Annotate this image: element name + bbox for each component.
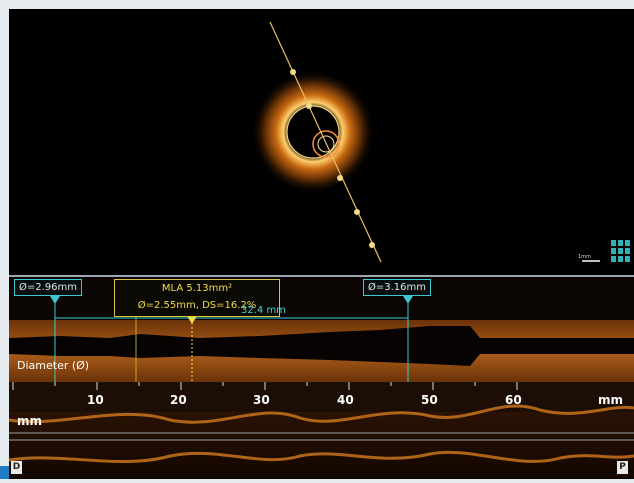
catheter-inner-ring xyxy=(317,135,335,153)
guide-dot xyxy=(337,175,343,181)
grid-cell xyxy=(625,240,630,246)
proximal-marker-icon[interactable] xyxy=(50,296,60,304)
axis-ticks xyxy=(12,382,518,390)
mla-marker-icon[interactable] xyxy=(187,316,197,324)
grid-cell xyxy=(625,248,630,254)
axis-tick-20: 20 xyxy=(170,393,187,407)
distal-marker-icon[interactable] xyxy=(403,296,413,304)
mla-annotation[interactable]: MLA 5.13mm² Ø=2.55mm, DS=16.2% xyxy=(114,279,280,317)
guide-line[interactable] xyxy=(269,21,382,263)
longitudinal-panel xyxy=(9,412,634,479)
axis-tick-10: 10 xyxy=(87,393,104,407)
grid-cell xyxy=(618,240,623,246)
length-label: 32.4 mm xyxy=(241,305,286,316)
guide-dot xyxy=(306,103,312,109)
panel-separator xyxy=(9,275,634,277)
grid-cell xyxy=(611,256,616,262)
distal-end-marker[interactable]: D xyxy=(11,461,22,474)
guide-dot xyxy=(369,242,375,248)
axis-tick-60: 60 xyxy=(505,393,522,407)
grid-cell xyxy=(618,256,623,262)
lumen-profile xyxy=(9,326,634,366)
upper-vessel-wall xyxy=(8,404,634,424)
grid-cell xyxy=(611,248,616,254)
distal-diameter-label[interactable]: Ø=3.16mm xyxy=(363,279,431,296)
axis-unit-left: mm xyxy=(17,414,43,428)
scale-bar-label: 1mm xyxy=(578,254,591,260)
proximal-end-marker[interactable]: P xyxy=(617,461,628,474)
guide-dot xyxy=(354,209,360,215)
catheter-ring xyxy=(312,130,340,158)
grid-cell xyxy=(611,240,616,246)
axis-tick-30: 30 xyxy=(253,393,270,407)
axis-tick-40: 40 xyxy=(337,393,354,407)
proximal-diameter-label[interactable]: Ø=2.96mm xyxy=(14,279,82,296)
grid-cell xyxy=(618,248,623,254)
lower-vessel-wall xyxy=(8,450,634,464)
mla-area-text: MLA 5.13mm² xyxy=(161,283,233,294)
grid-view-icon[interactable] xyxy=(611,240,630,262)
grid-cell xyxy=(625,256,630,262)
diameter-track-label: Diameter (Ø) xyxy=(17,359,90,372)
corner-tab xyxy=(0,466,9,479)
lumen-contour xyxy=(286,105,340,159)
mla-diameter-text: Ø=2.55mm, DS=16.2% xyxy=(137,300,257,311)
guide-dots xyxy=(290,69,375,248)
guide-dot xyxy=(290,69,296,75)
axis-unit-right: mm xyxy=(598,393,624,407)
axis-tick-50: 50 xyxy=(421,393,438,407)
